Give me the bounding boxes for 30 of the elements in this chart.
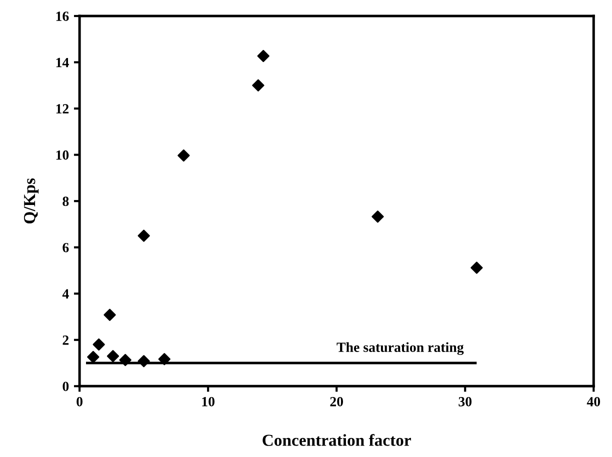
y-tick-label: 8: [62, 196, 69, 206]
point: [470, 262, 483, 274]
y-tick-label: 2: [62, 336, 69, 345]
point: [257, 50, 270, 62]
x-tick-label: 30: [458, 396, 472, 406]
y-tick-label: 6: [62, 242, 69, 252]
y-axis-title: Q/Kps: [24, 178, 39, 224]
point: [92, 338, 105, 351]
y-tick-label: 12: [56, 104, 69, 114]
y-tick-label: 0: [62, 382, 69, 392]
point: [104, 308, 116, 321]
point: [178, 149, 190, 162]
point: [119, 354, 132, 366]
y-tick-label: 16: [56, 12, 69, 21]
point: [138, 230, 150, 242]
point: [87, 350, 100, 364]
x-tick-label: 40: [586, 396, 600, 406]
point: [372, 210, 384, 223]
point: [158, 353, 170, 366]
point: [252, 79, 264, 92]
y-tick-label: 14: [56, 58, 69, 68]
x-tick-label: 10: [202, 396, 214, 406]
x-axis-title: Concentration factor: [262, 434, 411, 446]
point: [138, 355, 150, 368]
point: [106, 350, 120, 362]
x-tick-label: 0: [76, 396, 83, 406]
series-label: The saturation rating: [336, 342, 464, 355]
y-tick-label: 4: [62, 289, 69, 298]
x-tick-label: 20: [330, 396, 344, 406]
y-tick-label: 10: [56, 150, 69, 160]
